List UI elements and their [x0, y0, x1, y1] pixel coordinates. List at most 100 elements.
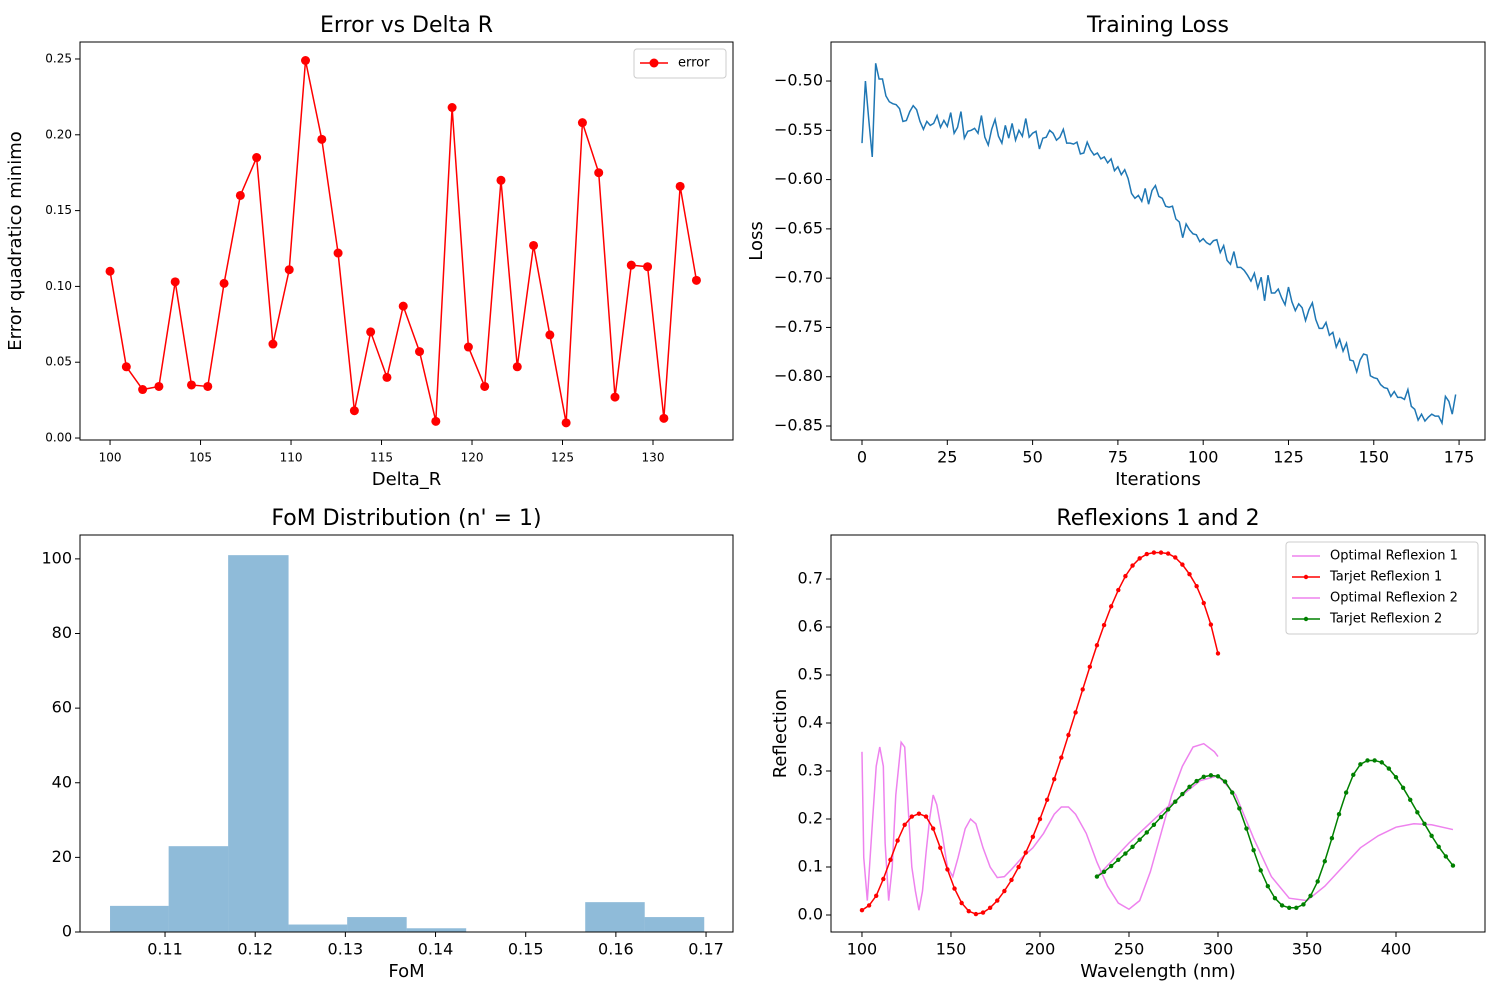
y-axis-label: Loss	[746, 221, 767, 260]
axes-frame	[830, 41, 1486, 441]
x-tick-label: 100	[99, 451, 122, 465]
legend-marker	[1303, 616, 1309, 622]
point	[1009, 877, 1014, 883]
point	[1137, 556, 1142, 561]
point	[561, 418, 571, 428]
point	[447, 102, 457, 112]
point	[1393, 775, 1399, 780]
point	[888, 857, 893, 863]
point	[1101, 622, 1107, 628]
y-tick-label: 0.3	[798, 761, 823, 780]
point	[1187, 572, 1192, 577]
y-tick-label: 0.1	[798, 857, 823, 876]
point	[235, 190, 245, 200]
y-tick-label: 0.00	[45, 431, 72, 445]
point	[626, 260, 636, 270]
point	[675, 181, 685, 191]
point	[1116, 857, 1121, 863]
x-tick-label: 0.13	[328, 940, 364, 959]
point	[203, 381, 213, 391]
point	[1372, 758, 1377, 763]
point	[1422, 821, 1427, 827]
y-tick-label: 60	[52, 698, 72, 717]
axes-frame	[830, 534, 1486, 933]
point	[1108, 604, 1114, 609]
point	[577, 118, 587, 128]
x-axis-label: FoM	[388, 961, 424, 982]
point	[1144, 830, 1149, 835]
y-tick-label: −0.50	[774, 71, 823, 90]
series-line	[861, 740, 1219, 911]
y-axis-label: Reflection	[770, 689, 791, 779]
y-tick-label: 0.5	[798, 665, 823, 684]
point	[268, 339, 278, 349]
point	[1130, 844, 1135, 850]
point	[480, 381, 490, 391]
x-axis-label: Iterations	[1115, 469, 1201, 490]
x-axis-label: Wavelength (nm)	[1080, 961, 1236, 982]
point	[866, 903, 872, 908]
point	[980, 910, 986, 915]
point	[691, 275, 701, 285]
point	[186, 380, 196, 390]
point	[121, 362, 131, 372]
y-tick-label: 0.4	[798, 713, 823, 732]
point	[945, 867, 950, 872]
point	[859, 908, 865, 913]
point	[1379, 760, 1384, 765]
point	[1094, 874, 1100, 879]
point	[1108, 863, 1114, 869]
point	[1272, 896, 1278, 901]
x-tick-label: 50	[1022, 448, 1042, 467]
x-tick-label: 100	[847, 940, 878, 959]
x-tick-label: 350	[1292, 940, 1323, 959]
point	[1087, 664, 1093, 670]
point	[1101, 869, 1107, 875]
y-tick-label: 0.10	[45, 279, 72, 293]
y-tick-label: 0.20	[45, 127, 72, 141]
legend: Optimal Reflexion 1 Tarjet Reflexion 1 Opt…	[1285, 541, 1479, 635]
point	[1123, 573, 1128, 579]
x-tick-label: 120	[461, 451, 484, 465]
bar	[168, 846, 229, 932]
point	[916, 811, 922, 816]
x-tick-label: 0	[857, 448, 867, 467]
x-tick-label: 150	[1359, 448, 1390, 467]
subplot-title: Training Loss	[1086, 13, 1229, 38]
bar	[585, 902, 645, 932]
x-tick-label: 175	[1444, 448, 1475, 467]
legend-label: Tarjet Reflexion 2	[1329, 612, 1442, 627]
point	[138, 385, 148, 395]
point	[1322, 859, 1327, 864]
x-tick-label: 110	[280, 451, 303, 465]
point	[1329, 836, 1335, 841]
point	[366, 327, 376, 337]
y-tick-label: −0.75	[774, 317, 823, 336]
point	[317, 134, 327, 144]
y-tick-label: 100	[41, 548, 72, 567]
point	[923, 814, 929, 819]
x-tick-label: 125	[1273, 448, 1304, 467]
point	[1002, 888, 1007, 894]
point	[1073, 710, 1078, 715]
subplot-title: Error vs Delta R	[320, 13, 493, 38]
y-tick-label: 40	[52, 772, 72, 791]
y-tick-label: 0.25	[45, 51, 72, 65]
point	[643, 262, 653, 272]
point	[930, 826, 936, 831]
point	[284, 265, 294, 275]
point	[1429, 833, 1434, 839]
point	[594, 168, 604, 178]
point	[1066, 732, 1071, 738]
bar	[347, 917, 407, 932]
subplot: 0 25 50 75 100 125 150 175 −0.85 −0.80 −0.75 −0.70 −…	[746, 13, 1486, 490]
point	[1244, 826, 1249, 831]
point	[1151, 822, 1157, 827]
bar	[644, 917, 705, 932]
point	[659, 413, 669, 423]
point	[1187, 784, 1192, 790]
bar	[406, 928, 467, 932]
legend-box	[1285, 541, 1479, 635]
plot-area	[105, 55, 701, 428]
point	[398, 301, 408, 311]
